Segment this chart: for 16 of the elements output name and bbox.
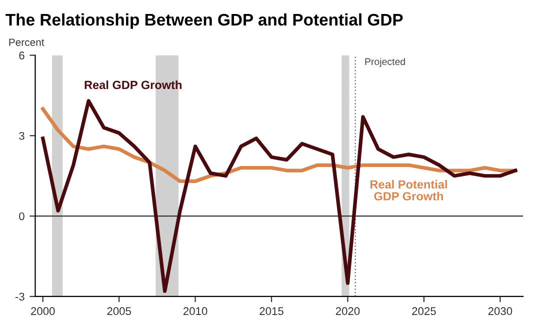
y-tick-label: 6 [19,52,24,60]
y-tick-label: -3 [15,292,24,301]
series-label: Real Potential GDP Growth [370,180,447,200]
x-tick-label: 2005 [107,307,131,316]
y-axis-title: Percent [9,38,44,46]
ref-line-label: Projected [365,58,405,68]
series-label: Real GDP Growth [84,80,182,90]
chart-title: The Relationship Between GDP and Potential GDP [6,13,403,29]
x-tick-label: 2010 [183,307,208,316]
x-tick-label: 2025 [412,307,436,316]
y-tick-label: 3 [19,132,24,140]
y-tick-label: 0 [19,212,24,220]
x-tick-label: 2015 [260,307,284,316]
x-tick-label: 2020 [336,307,360,316]
x-tick-label: 2030 [488,307,512,316]
x-tick-label: 2000 [31,307,55,316]
